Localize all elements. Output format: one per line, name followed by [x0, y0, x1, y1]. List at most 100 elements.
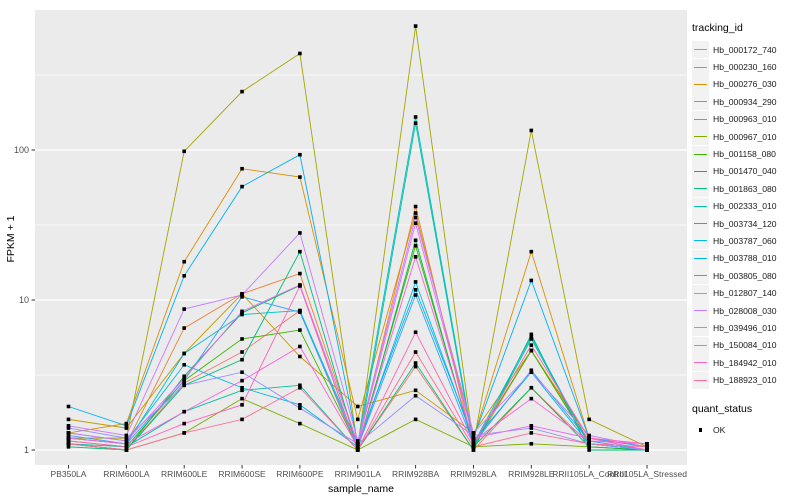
legend-item-label: Hb_012807_140	[713, 288, 777, 299]
legend-item-Hb_188923_010: Hb_188923_010	[692, 371, 798, 389]
data-point	[587, 441, 591, 446]
legend-item-Hb_000967_010: Hb_000967_010	[692, 128, 798, 146]
data-point	[298, 175, 302, 179]
legend-item-label: Hb_150084_010	[713, 340, 777, 351]
legend-item-label: Hb_001470_040	[713, 166, 777, 177]
data-point	[182, 374, 186, 379]
legend-item-label: Hb_188923_010	[713, 375, 777, 386]
legend-item-label: Hb_003788_010	[713, 253, 777, 264]
data-point	[645, 448, 649, 452]
data-point	[645, 445, 649, 449]
data-point	[587, 417, 591, 422]
data-point	[529, 368, 534, 373]
data-point	[240, 293, 244, 297]
data-point	[124, 445, 129, 449]
legend-item-Hb_039496_010: Hb_039496_010	[692, 319, 798, 337]
legend-key-swatch	[692, 232, 709, 250]
legend-item-Hb_001470_040: Hb_001470_040	[692, 162, 798, 180]
data-point	[298, 383, 302, 388]
data-point	[471, 439, 476, 443]
legend-item-Hb_001863_080: Hb_001863_080	[692, 180, 798, 198]
data-point	[413, 243, 418, 248]
data-point	[529, 332, 534, 337]
data-point	[413, 115, 418, 119]
data-point	[529, 396, 534, 401]
data-point	[298, 406, 302, 410]
data-point	[66, 404, 71, 409]
data-point	[124, 436, 129, 440]
legend-item-label: Hb_000934_290	[713, 96, 777, 107]
legend-key-swatch	[692, 197, 709, 215]
legend-key-swatch	[692, 215, 709, 233]
legend-item-Hb_003805_080: Hb_003805_080	[692, 267, 798, 285]
legend-item-label: Hb_000967_010	[713, 131, 777, 142]
data-point	[529, 128, 534, 133]
data-point	[587, 448, 591, 452]
data-point	[182, 149, 186, 154]
data-point	[355, 441, 360, 446]
data-point	[529, 385, 534, 390]
legend-title-quant-status: quant_status	[692, 402, 753, 415]
data-point	[413, 393, 418, 398]
legend-key-swatch	[692, 162, 709, 180]
y-tick-label-1: 1	[23, 445, 29, 455]
data-point	[240, 312, 244, 317]
data-point	[298, 421, 302, 426]
data-point	[298, 310, 302, 314]
data-point	[587, 436, 591, 440]
data-point	[240, 388, 244, 393]
data-point	[529, 441, 534, 446]
data-point	[355, 448, 360, 452]
data-point	[240, 337, 244, 341]
data-point	[66, 426, 71, 430]
data-point	[298, 284, 302, 288]
legend-item-list: Hb_000172_740 Hb_000230_160 Hb_000276_030 H…	[692, 41, 798, 389]
legend-item-label: Hb_000276_030	[713, 79, 777, 90]
data-point	[413, 215, 418, 220]
legend-item-Hb_184942_010: Hb_184942_010	[692, 354, 798, 372]
data-point	[471, 445, 476, 449]
data-point	[124, 423, 129, 428]
data-point	[529, 348, 534, 353]
legend-item-label: Hb_001158_080	[713, 149, 776, 160]
data-point	[240, 370, 244, 375]
data-point	[240, 184, 244, 189]
quant-ok-label: OK	[713, 425, 726, 436]
data-point	[529, 423, 534, 428]
legend-item-Hb_003788_010: Hb_003788_010	[692, 249, 798, 267]
data-point	[413, 24, 418, 28]
x-tick-label-RRIM600LA: RRIM600LA	[103, 469, 150, 479]
data-point	[529, 343, 534, 347]
x-tick-label-RRIM600PE: RRIM600PE	[276, 469, 324, 479]
data-point	[471, 431, 476, 435]
data-point	[240, 357, 244, 362]
data-point	[413, 330, 418, 335]
legend-title-tracking-id: tracking_id	[692, 22, 743, 34]
data-point	[529, 337, 534, 341]
legend-item-Hb_002333_010: Hb_002333_010	[692, 197, 798, 215]
data-point	[298, 249, 302, 254]
x-tick-label-RRIM928LA: RRIM928LA	[450, 469, 497, 479]
data-point	[66, 423, 71, 428]
legend-item-label: Hb_000172_740	[713, 44, 777, 55]
legend-item-label: Hb_003734_120	[713, 218, 777, 229]
data-point	[645, 441, 649, 446]
data-point	[182, 383, 186, 388]
data-point	[471, 436, 476, 440]
plot-panel	[35, 10, 687, 465]
legend-key-swatch	[692, 93, 709, 111]
x-tick-label-RRII105LA_Control: RRII105LA_Control	[552, 469, 626, 479]
legend-item-Hb_012807_140: Hb_012807_140	[692, 284, 798, 302]
data-point	[298, 271, 302, 276]
data-point	[124, 448, 129, 452]
data-point	[182, 362, 186, 367]
legend-key-swatch	[692, 336, 709, 354]
data-point	[66, 439, 71, 443]
data-point	[240, 309, 244, 314]
data-point	[355, 445, 360, 449]
legend-item-Hb_000934_290: Hb_000934_290	[692, 93, 798, 111]
data-point	[298, 51, 302, 56]
x-axis-title: sample_name	[328, 483, 394, 495]
data-point	[529, 431, 534, 435]
